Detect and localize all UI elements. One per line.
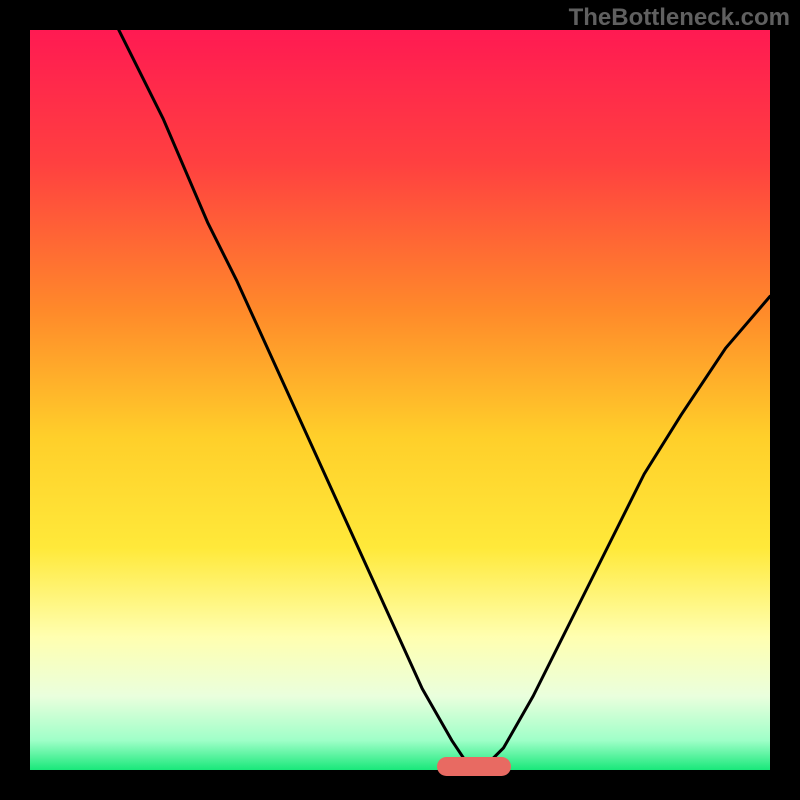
chart-container: TheBottleneck.com xyxy=(0,0,800,800)
bottleneck-curve-chart xyxy=(30,30,770,770)
watermark-text: TheBottleneck.com xyxy=(569,4,790,32)
optimal-range-marker xyxy=(437,757,511,776)
plot-area xyxy=(30,30,770,770)
